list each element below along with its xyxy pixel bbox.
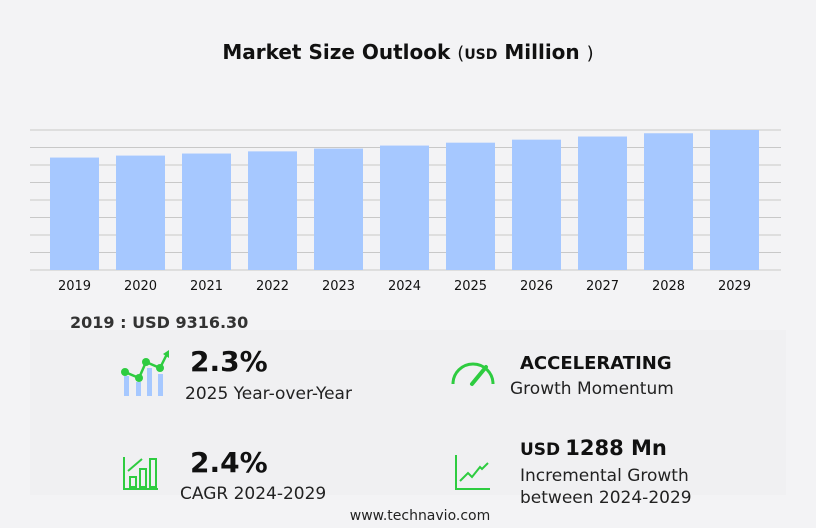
line-chart-up-icon (455, 455, 490, 490)
footer-url[interactable]: www.technavio.com (349, 508, 491, 524)
x-tick-label: 2029 (718, 279, 751, 294)
bar-2020 (116, 155, 165, 270)
title-paren: ) (586, 43, 594, 64)
title-unit-word: Million (504, 40, 580, 64)
incremental-unit: USD (520, 440, 561, 460)
x-tick-label: 2020 (124, 279, 157, 294)
x-tick-label: 2023 (322, 279, 355, 294)
x-tick-label: 2022 (256, 279, 289, 294)
bar-2023 (314, 148, 363, 270)
x-tick-label: 2024 (388, 279, 421, 294)
title-main: Market Size Outlook (222, 40, 451, 64)
incremental-amount: 1288 Mn (565, 436, 667, 460)
incremental-label: Incremental Growth (520, 466, 689, 486)
x-tick-label: 2028 (652, 279, 685, 294)
x-tick-label: 2026 (520, 279, 553, 294)
bar-2021 (182, 153, 231, 270)
x-tick-label: 2019 (58, 279, 91, 294)
growth-chart-icon (121, 350, 169, 396)
x-tick-label: 2027 (586, 279, 619, 294)
x-tick-label: 2025 (454, 279, 487, 294)
bar-2025 (446, 142, 495, 270)
cagr-label: CAGR 2024-2029 (180, 484, 327, 504)
bar-2022 (248, 151, 297, 270)
chart-title: Market Size Outlook (USD Million ) (0, 40, 816, 64)
incremental-value: USD 1288 Mn (520, 436, 667, 460)
yoy-value: 2.3% (190, 345, 268, 378)
momentum-label: Growth Momentum (510, 379, 674, 399)
incremental-period: between 2024-2029 (520, 488, 692, 508)
base-year-value: 2019 : USD 9316.30 (70, 313, 249, 332)
title-unit: USD (464, 47, 498, 63)
x-tick-label: 2021 (190, 279, 223, 294)
bar-2028 (644, 133, 693, 270)
bar-2019 (50, 157, 99, 270)
bar-chart: 2019 2020 2021 2022 2023 2024 2025 2026 2027 2028… (30, 129, 781, 294)
yoy-label: 2025 Year-over-Year (185, 384, 352, 404)
cagr-value: 2.4% (190, 446, 268, 479)
title-paren: ( (457, 43, 465, 64)
speedometer-icon (451, 362, 495, 386)
bar-2027 (578, 136, 627, 270)
bar-2029 (710, 130, 759, 270)
momentum-value: ACCELERATING (520, 353, 672, 374)
bar-2026 (512, 139, 561, 270)
bar-chart-up-icon (123, 457, 158, 490)
bar-2024 (380, 145, 429, 270)
